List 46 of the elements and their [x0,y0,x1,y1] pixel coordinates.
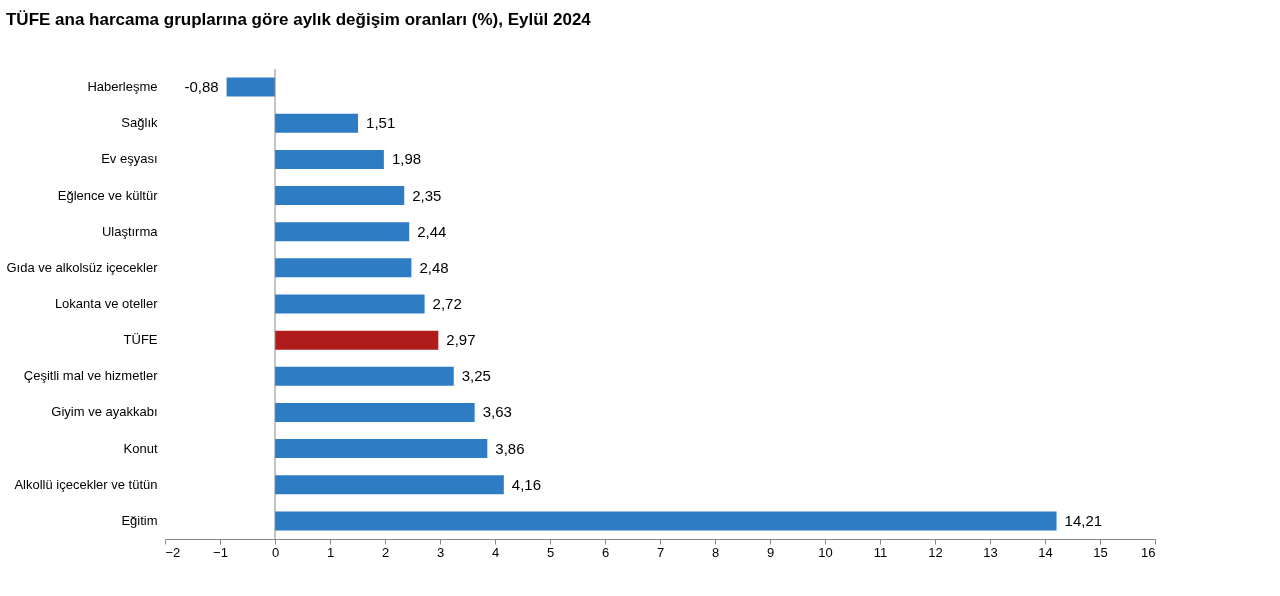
y-tick-label: Çeşitli mal ve hizmetler [23,368,159,384]
y-tick-label: Alkollü içecekler ve tütün [14,476,158,492]
x-tick-label: 9 [766,544,775,560]
x-tick-label: −1 [213,544,228,560]
x-tick-label: 8 [711,544,720,560]
x-tick-label: 5 [546,544,555,560]
x-tick-label: 15 [1093,544,1108,560]
y-tick-label: Gıda ve alkolsüz içecekler [6,259,159,275]
x-tick-label: 14 [1038,544,1053,560]
data-label: 3,86 [495,439,525,457]
x-tick-label: 2 [381,544,390,560]
x-tick-label: 16 [1141,544,1156,560]
data-label: 2,72 [432,295,462,312]
chart-title: TÜFE ana harcama gruplarına göre aylık değişim oranları (%), Eylül 2024 [5,9,592,29]
y-tick-label: TÜFE [123,332,158,348]
data-label: 2,35 [412,186,442,204]
data-label: 1,51 [366,114,396,132]
data-label: 1,98 [391,150,422,168]
x-tick-label: 1 [326,544,335,560]
data-label: 3,63 [482,403,512,421]
y-tick-label: Ulaştırma [101,223,159,239]
x-tick-label: 13 [983,544,998,560]
data-label: 14,21 [1064,511,1103,529]
y-tick-label: Konut [123,440,158,456]
x-tick-label: 0 [271,544,280,560]
y-tick-label: Ev eşyası [101,151,158,167]
data-label: 2,48 [419,258,449,276]
x-tick-label: 6 [601,544,610,560]
x-tick-label: 11 [873,544,888,560]
data-label: 4,16 [511,475,541,493]
x-tick-label: 10 [818,544,833,560]
x-tick-label: 12 [928,544,943,560]
data-label: 3,25 [461,367,491,385]
y-tick-label: Eğitim [121,512,158,528]
x-tick-label: −2 [165,544,181,560]
data-label: 2,44 [417,222,447,240]
y-tick-label: Sağlık [121,115,158,131]
y-tick-label: Giyim ve ayakkabı [51,404,158,420]
data-label: -0,88 [184,78,219,96]
data-label: 2,97 [446,331,476,349]
x-tick-label: 7 [656,544,665,560]
y-tick-label: Haberleşme [87,79,158,95]
x-tick-label: 3 [436,544,445,560]
y-tick-label: Lokanta ve oteller [54,296,159,311]
y-tick-label: Eğlence ve kültür [57,187,159,203]
x-tick-label: 4 [491,544,500,560]
